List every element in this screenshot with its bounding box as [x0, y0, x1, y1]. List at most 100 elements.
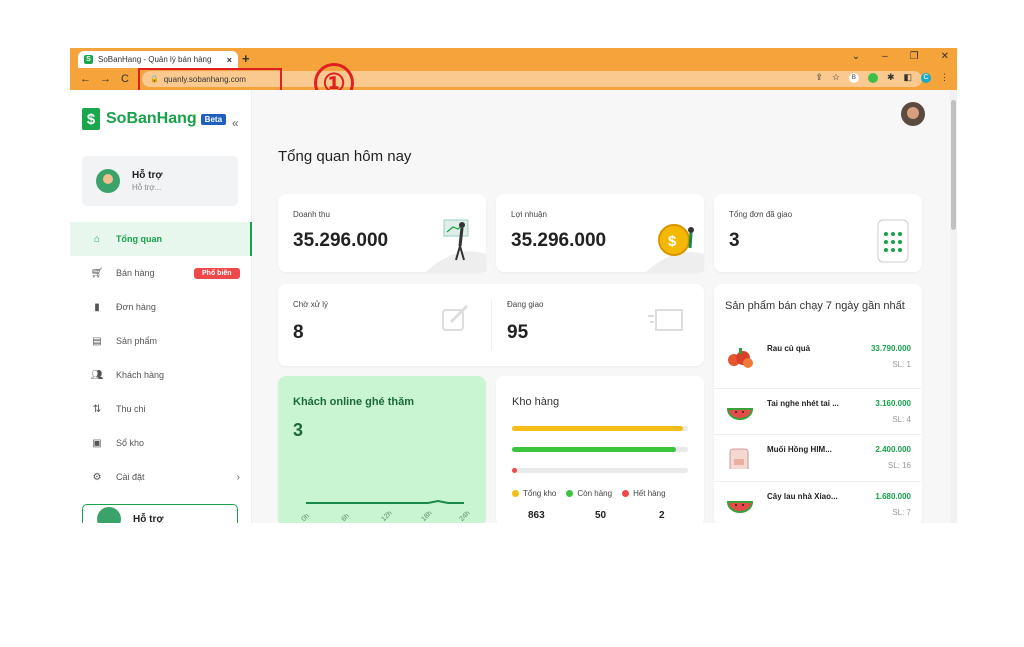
legend-instock: Còn hàng: [566, 489, 612, 498]
coin-icon: $: [646, 224, 704, 272]
stock-card[interactable]: Kho hàng Tổng kho Còn hàng Hết hàng 863 …: [496, 376, 704, 523]
calculator-icon: [877, 219, 909, 263]
support-title: Hỗ trợ: [132, 170, 163, 181]
home-icon: ⌂: [93, 233, 101, 245]
product-name: Rau củ quả: [767, 344, 811, 353]
reload-icon[interactable]: C: [121, 73, 129, 85]
sidebar-item-label: Thu chi: [116, 404, 146, 414]
online-visitors-card[interactable]: Khách online ghé thăm 3 0h 6h 12h 18h 24…: [278, 376, 486, 523]
tick-label: 6h: [340, 513, 351, 523]
watermelon-image: [726, 408, 754, 420]
sidebar-item-tong-quan[interactable]: ⌂ Tổng quan: [70, 222, 252, 256]
tick-label: 18h: [420, 510, 433, 523]
tab-title: SoBanHang - Quản lý bán hàng: [98, 55, 212, 64]
watermelon-image: [726, 501, 754, 513]
product-revenue: 33.790.000: [870, 344, 911, 353]
sidebar-item-label: Khách hàng: [116, 370, 165, 380]
list-item[interactable]: Tai nghe nhét tai ... 3.160.000 SL: 4: [714, 388, 921, 435]
stock-label: Kho hàng: [512, 396, 560, 408]
popular-badge: Phổ biến: [194, 267, 240, 279]
delivered-label: Tổng đơn đã giao: [729, 210, 793, 219]
stock-total-bar: [512, 426, 688, 431]
stock-out-value: 2: [659, 510, 665, 521]
presentation-person-icon: [426, 219, 486, 272]
sidebar-item-so-kho[interactable]: ▣ Sổ kho: [70, 426, 252, 460]
revenue-value: 35.296.000: [293, 230, 389, 251]
lock-icon: 🔒: [150, 76, 159, 83]
pending-value: 8: [293, 322, 304, 343]
close-tab-icon[interactable]: ×: [226, 54, 232, 65]
share-icon[interactable]: ⇪: [815, 72, 823, 82]
profit-card[interactable]: Lợi nhuận 35.296.000 $: [496, 194, 704, 272]
more-menu-icon[interactable]: ⋮: [940, 72, 949, 82]
new-tab-button[interactable]: +: [242, 51, 250, 66]
list-item[interactable]: Muối Hồng HIM... 2.400.000 SL: 16: [714, 434, 921, 481]
stock-instock-bar: [512, 447, 688, 452]
gear-icon: ⚙: [92, 471, 102, 483]
delivered-orders-card[interactable]: Tổng đơn đã giao 3: [714, 194, 922, 272]
bookmark-star-icon[interactable]: ☆: [831, 72, 840, 82]
document-icon: ▮: [94, 301, 100, 313]
sidebar-item-thu-chi[interactable]: ⇅ Thu chi: [70, 392, 252, 426]
order-status-card[interactable]: Chờ xử lý 8 Đang giao 95: [278, 284, 704, 366]
tick-label: 0h: [300, 513, 311, 523]
support-subtitle: Hỗ trợ...: [132, 183, 162, 192]
legend-total: Tổng kho: [512, 489, 556, 498]
extension-green-icon[interactable]: [867, 72, 878, 83]
list-item[interactable]: Rau củ quả 33.790.000 SL: 1: [714, 334, 921, 381]
sidebar-menu: ⌂ Tổng quan 🛒︎ Bán hàng Phổ biến ▮ Đơn h…: [70, 222, 252, 494]
list-item[interactable]: Cây lau nhà Xiao... 1.680.000 SL: 7: [714, 481, 921, 523]
forward-icon[interactable]: →: [100, 73, 111, 85]
sidebar-item-san-pham[interactable]: ▤ Sản phẩm: [70, 324, 252, 358]
user-avatar[interactable]: [901, 102, 925, 126]
product-revenue: 2.400.000: [875, 445, 911, 454]
sidebar-item-ban-hang[interactable]: 🛒︎ Bán hàng Phổ biến: [70, 256, 252, 290]
main-content: Tổng quan hôm nay Doanh thu 35.296.000 L…: [253, 90, 950, 523]
web-page: $ SoBanHang Beta « Hỗ trợ Hỗ trợ... ⌂ Tổ…: [70, 90, 950, 523]
collapse-sidebar-icon[interactable]: «: [232, 116, 239, 130]
product-name: Muối Hồng HIM...: [767, 445, 832, 454]
support-avatar: [96, 169, 120, 193]
sidepanel-icon[interactable]: ◧: [903, 72, 912, 82]
back-icon[interactable]: ←: [80, 73, 91, 85]
window-controls: ⌄ – ❐ ✕: [852, 51, 949, 62]
brand-logo[interactable]: $ SoBanHang Beta: [82, 108, 227, 130]
browser-tab[interactable]: S SoBanHang - Quản lý bán hàng ×: [78, 51, 238, 68]
bestsellers-title: Sản phẩm bán chạy 7 ngày gần nhất: [725, 300, 905, 312]
stock-instock-fill: [512, 447, 676, 452]
support-card-bottom[interactable]: Hỗ trợ: [82, 504, 238, 523]
sidebar-item-label: Cài đặt: [116, 472, 145, 482]
sidebar-item-don-hang[interactable]: ▮ Đơn hàng: [70, 290, 252, 324]
stock-legend: Tổng kho Còn hàng Hết hàng: [512, 489, 666, 498]
chevron-down-icon[interactable]: ⌄: [851, 51, 861, 62]
tick-label: 12h: [380, 510, 393, 523]
page-scrollbar[interactable]: [950, 90, 957, 523]
support-card[interactable]: Hỗ trợ Hỗ trợ...: [82, 156, 238, 206]
revenue-label: Doanh thu: [293, 210, 330, 219]
browser-tab-bar: S SoBanHang - Quản lý bán hàng × + ⌄ – ❐…: [70, 48, 957, 68]
stock-instock-value: 50: [595, 510, 607, 521]
revenue-card[interactable]: Doanh thu 35.296.000: [278, 194, 486, 272]
restore-icon[interactable]: ❐: [909, 51, 919, 62]
stock-out-bar: [512, 468, 688, 473]
sidebar: $ SoBanHang Beta « Hỗ trợ Hỗ trợ... ⌂ Tổ…: [70, 90, 252, 523]
product-revenue: 1.680.000: [875, 492, 911, 501]
status-divider: [491, 300, 492, 350]
profile-avatar[interactable]: C: [921, 72, 931, 83]
sidebar-item-cai-dat[interactable]: ⚙ Cài đặt ›: [70, 460, 252, 494]
sidebar-item-khach-hang[interactable]: 👥︎ Khách hàng: [70, 358, 252, 392]
product-name: Tai nghe nhét tai ...: [767, 399, 839, 408]
minimize-icon[interactable]: –: [882, 51, 888, 62]
brand-name: SoBanHang: [106, 110, 197, 127]
extension-b-icon[interactable]: B: [848, 72, 859, 83]
cart-icon: 🛒︎: [90, 267, 104, 279]
puzzle-icon[interactable]: ✱: [886, 72, 895, 82]
scrollbar-thumb[interactable]: [951, 100, 956, 230]
bestsellers-card: Sản phẩm bán chạy 7 ngày gần nhất Rau củ…: [714, 284, 922, 523]
product-quantity: SL: 1: [892, 360, 911, 369]
close-window-icon[interactable]: ✕: [940, 51, 949, 62]
page-title: Tổng quan hôm nay: [278, 148, 412, 165]
sidebar-item-label: Tổng quan: [116, 234, 162, 244]
edit-note-icon: [442, 304, 469, 331]
sidebar-item-label: Sổ kho: [116, 438, 145, 448]
